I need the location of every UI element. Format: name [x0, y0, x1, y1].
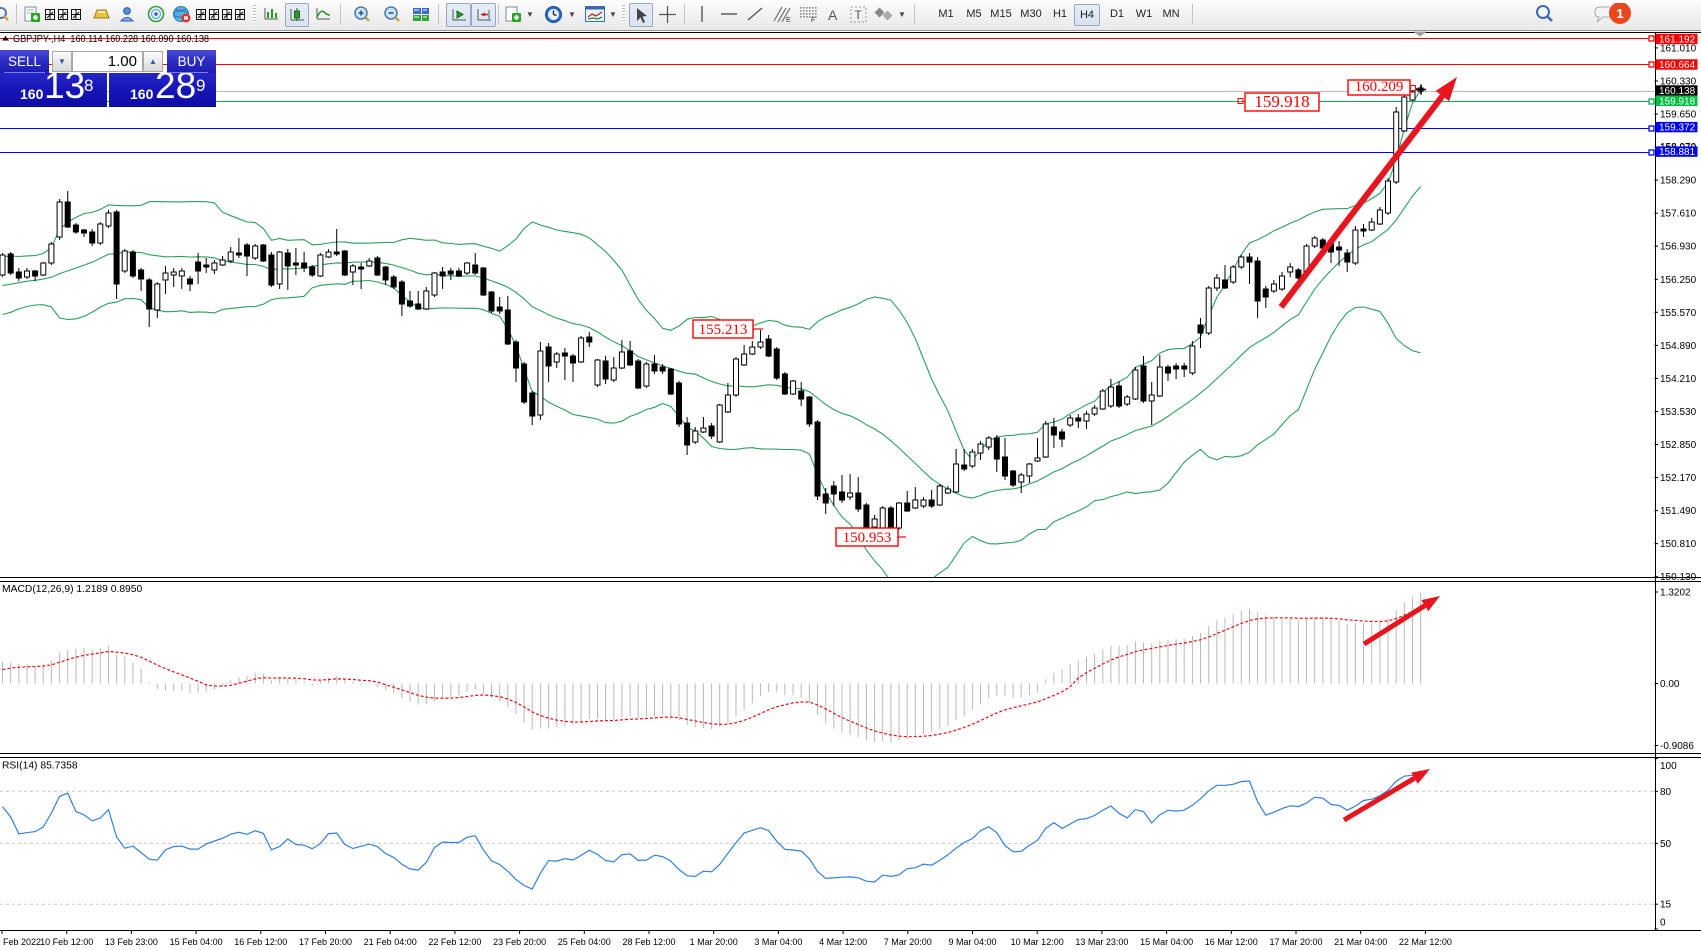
- svg-text:154.890: 154.890: [1660, 341, 1697, 352]
- svg-text:1.3202: 1.3202: [1660, 588, 1691, 599]
- svg-text:154.210: 154.210: [1660, 374, 1697, 385]
- svg-text:MACD(12,26,9) 1.2189 0.8950: MACD(12,26,9) 1.2189 0.8950: [2, 584, 143, 595]
- svg-text:RSI(14) 85.7358: RSI(14) 85.7358: [2, 761, 78, 772]
- svg-text:152.170: 152.170: [1660, 473, 1697, 484]
- svg-text:17 Feb 20:00: 17 Feb 20:00: [299, 937, 352, 947]
- svg-text:159.372: 159.372: [1659, 123, 1696, 134]
- svg-text:22 Mar 12:00: 22 Mar 12:00: [1399, 937, 1452, 947]
- svg-text:15 Feb 04:00: 15 Feb 04:00: [170, 937, 223, 947]
- svg-text:15: 15: [1660, 900, 1672, 911]
- svg-text:21 Mar 04:00: 21 Mar 04:00: [1334, 937, 1387, 947]
- svg-text:7 Mar 20:00: 7 Mar 20:00: [884, 937, 932, 947]
- svg-text:156.930: 156.930: [1660, 242, 1697, 253]
- svg-text:158.290: 158.290: [1660, 176, 1697, 187]
- svg-text:160.330: 160.330: [1660, 77, 1697, 88]
- svg-text:161.192: 161.192: [1659, 35, 1696, 46]
- svg-text:50: 50: [1660, 839, 1672, 850]
- svg-text:22 Feb 12:00: 22 Feb 12:00: [428, 937, 481, 947]
- svg-text:160.664: 160.664: [1659, 60, 1696, 71]
- svg-text:153.530: 153.530: [1660, 407, 1697, 418]
- svg-text:159.918: 159.918: [1659, 96, 1696, 107]
- svg-text:16 Mar 12:00: 16 Mar 12:00: [1205, 937, 1258, 947]
- svg-text:E: E: [786, 17, 791, 23]
- svg-text:15 Mar 04:00: 15 Mar 04:00: [1140, 937, 1193, 947]
- svg-text:0: 0: [1660, 918, 1666, 929]
- svg-text:1 Mar 20:00: 1 Mar 20:00: [690, 937, 738, 947]
- svg-text:157.610: 157.610: [1660, 209, 1697, 220]
- svg-text:80: 80: [1660, 787, 1672, 798]
- svg-text:159.650: 159.650: [1660, 110, 1697, 121]
- svg-text:155.213: 155.213: [699, 322, 748, 338]
- svg-text:158.881: 158.881: [1659, 147, 1696, 158]
- svg-text:9 Mar 04:00: 9 Mar 04:00: [948, 937, 996, 947]
- svg-text:160.138: 160.138: [1659, 86, 1696, 97]
- svg-text:1: 1: [1616, 6, 1623, 21]
- svg-text:100: 100: [1660, 761, 1677, 772]
- svg-text:4 Mar 12:00: 4 Mar 12:00: [819, 937, 867, 947]
- svg-text:152.850: 152.850: [1660, 440, 1697, 451]
- svg-text:T: T: [855, 8, 863, 22]
- svg-text:150.130: 150.130: [1660, 572, 1697, 583]
- svg-text:A: A: [828, 7, 838, 22]
- svg-text:-0.9086: -0.9086: [1660, 741, 1694, 752]
- svg-text:10 Mar 12:00: 10 Mar 12:00: [1011, 937, 1064, 947]
- svg-text:13 Mar 23:00: 13 Mar 23:00: [1075, 937, 1128, 947]
- svg-text:F: F: [811, 17, 815, 23]
- svg-text:150.953: 150.953: [843, 530, 892, 546]
- svg-text:21 Feb 04:00: 21 Feb 04:00: [364, 937, 417, 947]
- svg-text:13 Feb 23:00: 13 Feb 23:00: [105, 937, 158, 947]
- svg-text:17 Mar 20:00: 17 Mar 20:00: [1269, 937, 1322, 947]
- svg-text:23 Feb 20:00: 23 Feb 20:00: [493, 937, 546, 947]
- svg-text:159.918: 159.918: [1254, 92, 1309, 111]
- svg-text:150.810: 150.810: [1660, 539, 1697, 550]
- svg-text:151.490: 151.490: [1660, 506, 1697, 517]
- svg-text:160.209: 160.209: [1355, 79, 1404, 95]
- svg-text:10 Feb 12:00: 10 Feb 12:00: [40, 937, 93, 947]
- svg-text:3 Mar 04:00: 3 Mar 04:00: [754, 937, 802, 947]
- svg-text:16 Feb 12:00: 16 Feb 12:00: [234, 937, 287, 947]
- svg-text:Feb 2022: Feb 2022: [3, 937, 41, 947]
- svg-text:156.250: 156.250: [1660, 275, 1697, 286]
- svg-text:25 Feb 04:00: 25 Feb 04:00: [558, 937, 611, 947]
- svg-text:0.00: 0.00: [1660, 679, 1680, 690]
- svg-text:161.010: 161.010: [1660, 43, 1697, 54]
- svg-text:GBPJPY-,H4 160.114 160.228 16: GBPJPY-,H4 160.114 160.228 160.090 160.1…: [13, 33, 209, 45]
- svg-text:155.570: 155.570: [1660, 308, 1697, 319]
- svg-text:28 Feb 12:00: 28 Feb 12:00: [622, 937, 675, 947]
